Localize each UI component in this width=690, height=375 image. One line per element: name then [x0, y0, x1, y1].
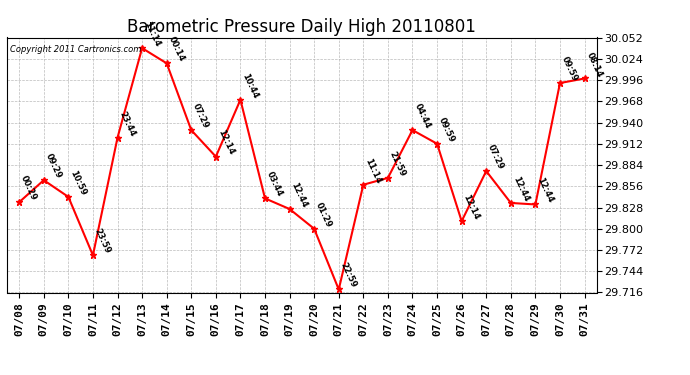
- Text: 00:29: 00:29: [19, 174, 39, 202]
- Text: 23:59: 23:59: [93, 227, 112, 255]
- Text: 23:44: 23:44: [117, 110, 137, 138]
- Text: 09:29: 09:29: [43, 152, 63, 180]
- Text: 01:29: 01:29: [314, 201, 333, 229]
- Text: 12:14: 12:14: [462, 193, 481, 221]
- Text: 12:44: 12:44: [290, 181, 309, 209]
- Text: 22:59: 22:59: [339, 261, 358, 290]
- Text: 07:29: 07:29: [191, 102, 210, 130]
- Text: 10:59: 10:59: [68, 169, 88, 197]
- Text: 10:44: 10:44: [240, 72, 260, 100]
- Text: 04:44: 04:44: [413, 102, 432, 130]
- Text: 03:44: 03:44: [265, 171, 284, 198]
- Text: 11:14: 11:14: [364, 157, 383, 185]
- Text: 08:14: 08:14: [584, 51, 604, 78]
- Text: 21:59: 21:59: [388, 150, 407, 178]
- Text: 00:14: 00:14: [167, 35, 186, 63]
- Text: 12:44: 12:44: [511, 175, 531, 203]
- Text: 07:29: 07:29: [486, 143, 506, 171]
- Text: 09:59: 09:59: [437, 116, 456, 144]
- Text: 09:59: 09:59: [560, 55, 580, 83]
- Text: 11:14: 11:14: [142, 20, 161, 48]
- Text: 12:44: 12:44: [535, 176, 555, 204]
- Text: Copyright 2011 Cartronics.com: Copyright 2011 Cartronics.com: [10, 45, 141, 54]
- Text: 12:14: 12:14: [216, 129, 235, 157]
- Title: Barometric Pressure Daily High 20110801: Barometric Pressure Daily High 20110801: [128, 18, 476, 36]
